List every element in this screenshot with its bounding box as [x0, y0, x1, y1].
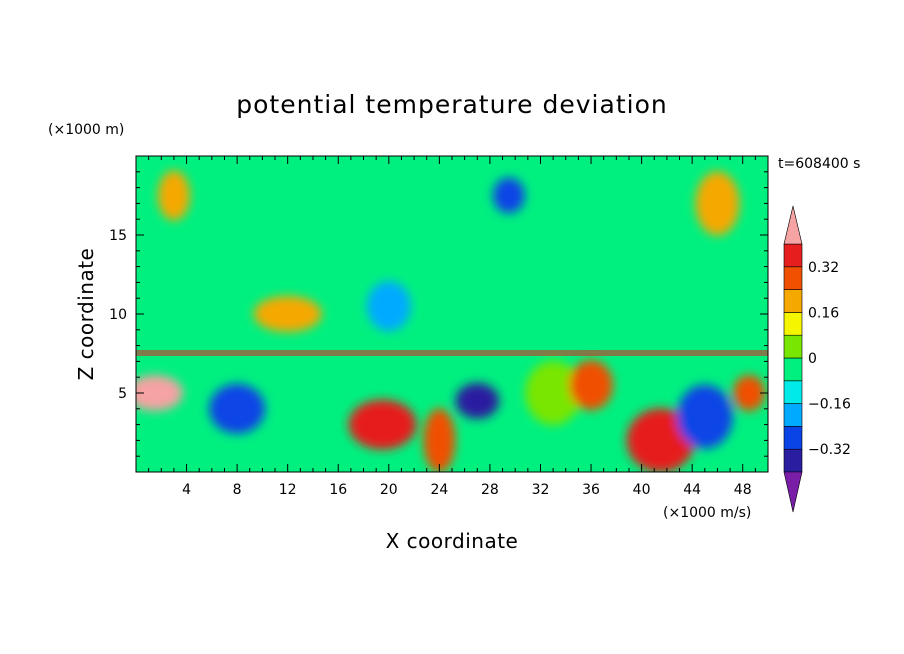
field-feature [366, 281, 411, 332]
y-tick-label: 10 [109, 307, 127, 323]
field-feature [676, 384, 733, 449]
colorbar-segment [783, 289, 803, 313]
field-feature [423, 408, 456, 472]
field-feature [492, 177, 525, 214]
colorbar-tick-label: 0.32 [808, 260, 839, 276]
field-feature [209, 383, 266, 434]
x-tick-label: 24 [430, 482, 448, 498]
x-tick-label: 48 [734, 482, 752, 498]
colorbar-segment [783, 312, 803, 336]
colorbar-segment [783, 357, 803, 382]
y-tick-label: 15 [109, 228, 127, 244]
chart-title: potential temperature deviation [236, 90, 667, 119]
x-tick-label: 28 [481, 482, 499, 498]
colorbar-tick-label: 0 [808, 351, 817, 367]
x-axis-label: X coordinate [386, 529, 519, 553]
colorbar-segment [783, 426, 803, 450]
y-axis: 5 10 15 [109, 171, 768, 457]
colorbar-bottom-extension [783, 471, 803, 513]
contour-field [136, 156, 768, 472]
x-tick-label: 44 [683, 482, 701, 498]
colorbar-segment [783, 403, 803, 427]
y-unit-label: (×1000 m) [48, 122, 124, 138]
field-feature [626, 408, 695, 472]
field-feature [733, 375, 766, 411]
y-axis-label: Z coordinate [74, 248, 98, 381]
x-tick-label: 4 [182, 482, 191, 498]
field-feature [157, 170, 190, 221]
x-axis: 4 8 12 16 20 24 28 32 36 40 44 48 [148, 156, 756, 498]
colorbar-segment [783, 448, 803, 473]
colorbar-segment [783, 266, 803, 290]
field-feature [253, 296, 322, 332]
y-tick-label: 5 [118, 386, 127, 402]
field-feature [695, 171, 740, 236]
colorbar-tick-label: −0.32 [808, 442, 851, 458]
x-tick-label: 20 [380, 482, 398, 498]
colorbar-tick-label: 0.16 [808, 305, 839, 321]
x-tick-label: 36 [582, 482, 600, 498]
time-label: t=608400 s [778, 156, 860, 172]
x-tick-label: 8 [233, 482, 242, 498]
x-unit-label: (×1000 m/s) [663, 505, 751, 521]
field-blobs [136, 170, 766, 472]
inversion-layer [136, 350, 768, 356]
x-tick-label: 40 [633, 482, 651, 498]
colorbar-segment [783, 243, 803, 268]
field-feature [348, 399, 417, 450]
colorbar-segment [783, 334, 803, 359]
field-feature [525, 361, 582, 425]
x-tick-label: 32 [532, 482, 550, 498]
colorbar-top-extension [783, 205, 803, 245]
field-feature [455, 382, 500, 419]
colorbar-segment [783, 380, 803, 404]
field-feature [569, 360, 614, 411]
x-tick-label: 16 [329, 482, 347, 498]
colorbar: 0.32 0.16 0 −0.16 −0.32 [783, 205, 851, 513]
colorbar-tick-label: −0.16 [808, 397, 851, 413]
x-tick-label: 12 [279, 482, 297, 498]
field-feature [136, 375, 183, 411]
